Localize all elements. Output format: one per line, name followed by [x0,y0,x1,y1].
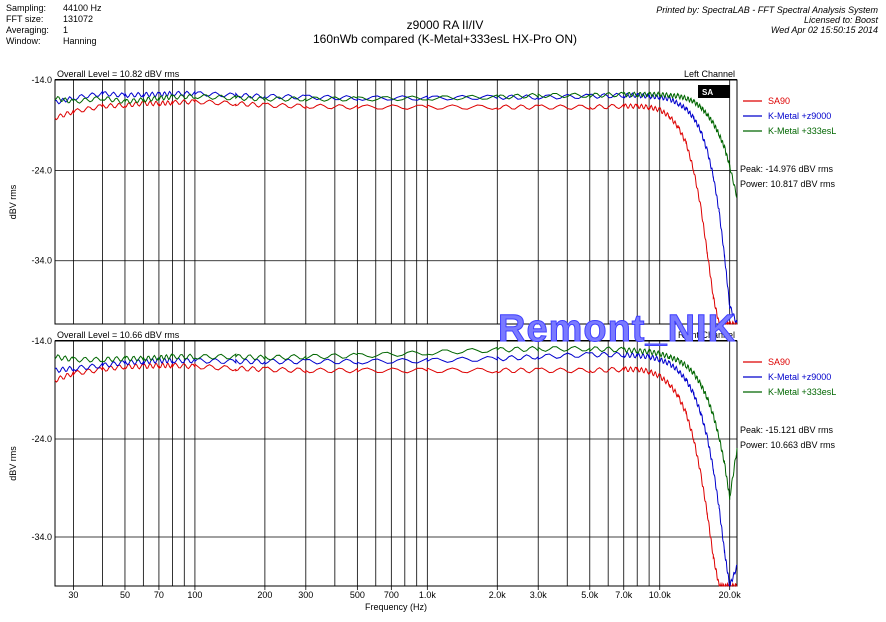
peak-readout: Peak: -15.121 dBV rms [740,425,834,435]
x-axis-label: Frequency (Hz) [365,602,427,612]
power-readout: Power: 10.817 dBV rms [740,179,836,189]
licensed-to: Licensed to: Boost [803,15,878,25]
watermark-text: Remont_NIK [497,308,737,351]
x-tick-label: 10.0k [649,590,672,600]
legend-entry: SA90 [768,357,790,367]
x-tick-label: 20.0k [719,590,742,600]
x-tick-label: 300 [298,590,313,600]
panel-1: -14.0 -24.0 -34.0 dBV rms Overall Level = 10… [8,69,836,325]
series-line [54,362,737,587]
series-line [54,345,738,500]
spectralab-logo-text: SA [702,88,713,97]
series-line [54,91,738,198]
y-tick-label: -34.0 [31,256,52,266]
x-tick-label: 1.0k [419,590,437,600]
plot-frame [54,340,738,587]
chart-title: z9000 RA II/IV [406,18,484,32]
chart-subtitle: 160nWb compared (K-Metal+333esL HX-Pro O… [313,32,577,46]
legend-entry: K-Metal +333esL [768,387,836,397]
x-tick-label: 3.0k [530,590,548,600]
meta-averaging-value: 1 [63,25,69,35]
overall-level-text: Overall Level = 10.82 dBV rms [57,69,180,79]
channel-label: Right Channel [678,330,735,340]
y-axis-label: dBV rms [8,184,18,219]
overall-level-text: Overall Level = 10.66 dBV rms [57,330,180,340]
x-tick-label: 30 [68,590,78,600]
power-readout: Power: 10.663 dBV rms [740,440,836,450]
plot-frame [54,79,738,325]
x-tick-label: 100 [187,590,202,600]
channel-label: Left Channel [684,69,735,79]
x-tick-label: 700 [384,590,399,600]
legend-entry: K-Metal +z9000 [768,372,831,382]
legend-entry: K-Metal +333esL [768,126,836,136]
meta-window-value: Hanning [63,36,97,46]
meta-sampling-value: 44100 Hz [63,3,102,13]
y-tick-label: -14.0 [31,75,52,85]
legend-entry: K-Metal +z9000 [768,111,831,121]
panel-2: -14.0 -24.0 -34.0 dBV rms Overall Level = 10… [8,330,836,612]
y-tick-label: -24.0 [31,434,52,444]
y-tick-label: -24.0 [31,165,52,175]
series-line [54,98,737,325]
meta-sampling-label: Sampling: [6,3,47,13]
y-tick-label: -14.0 [31,336,52,346]
meta-window-label: Window: [6,36,41,46]
y-tick-label: -34.0 [31,532,52,542]
print-date: Wed Apr 02 15:50:15 2014 [770,25,878,35]
meta-fftsize-label: FFT size: [6,14,44,24]
x-tick-label: 70 [154,590,164,600]
meta-fftsize-value: 131072 [63,14,94,24]
x-tick-label: 50 [120,590,130,600]
x-tick-label: 200 [257,590,272,600]
legend-entry: SA90 [768,96,790,106]
meta-averaging-label: Averaging: [6,25,49,35]
peak-readout: Peak: -14.976 dBV rms [740,164,834,174]
x-tick-label: 500 [350,590,365,600]
x-tick-label: 7.0k [615,590,633,600]
x-tick-label: 5.0k [581,590,599,600]
x-tick-label: 2.0k [489,590,507,600]
y-axis-label: dBV rms [8,446,18,481]
printed-by: Printed by: SpectraLAB - FFT Spectral An… [656,5,878,15]
spectralab-logo [698,85,730,98]
